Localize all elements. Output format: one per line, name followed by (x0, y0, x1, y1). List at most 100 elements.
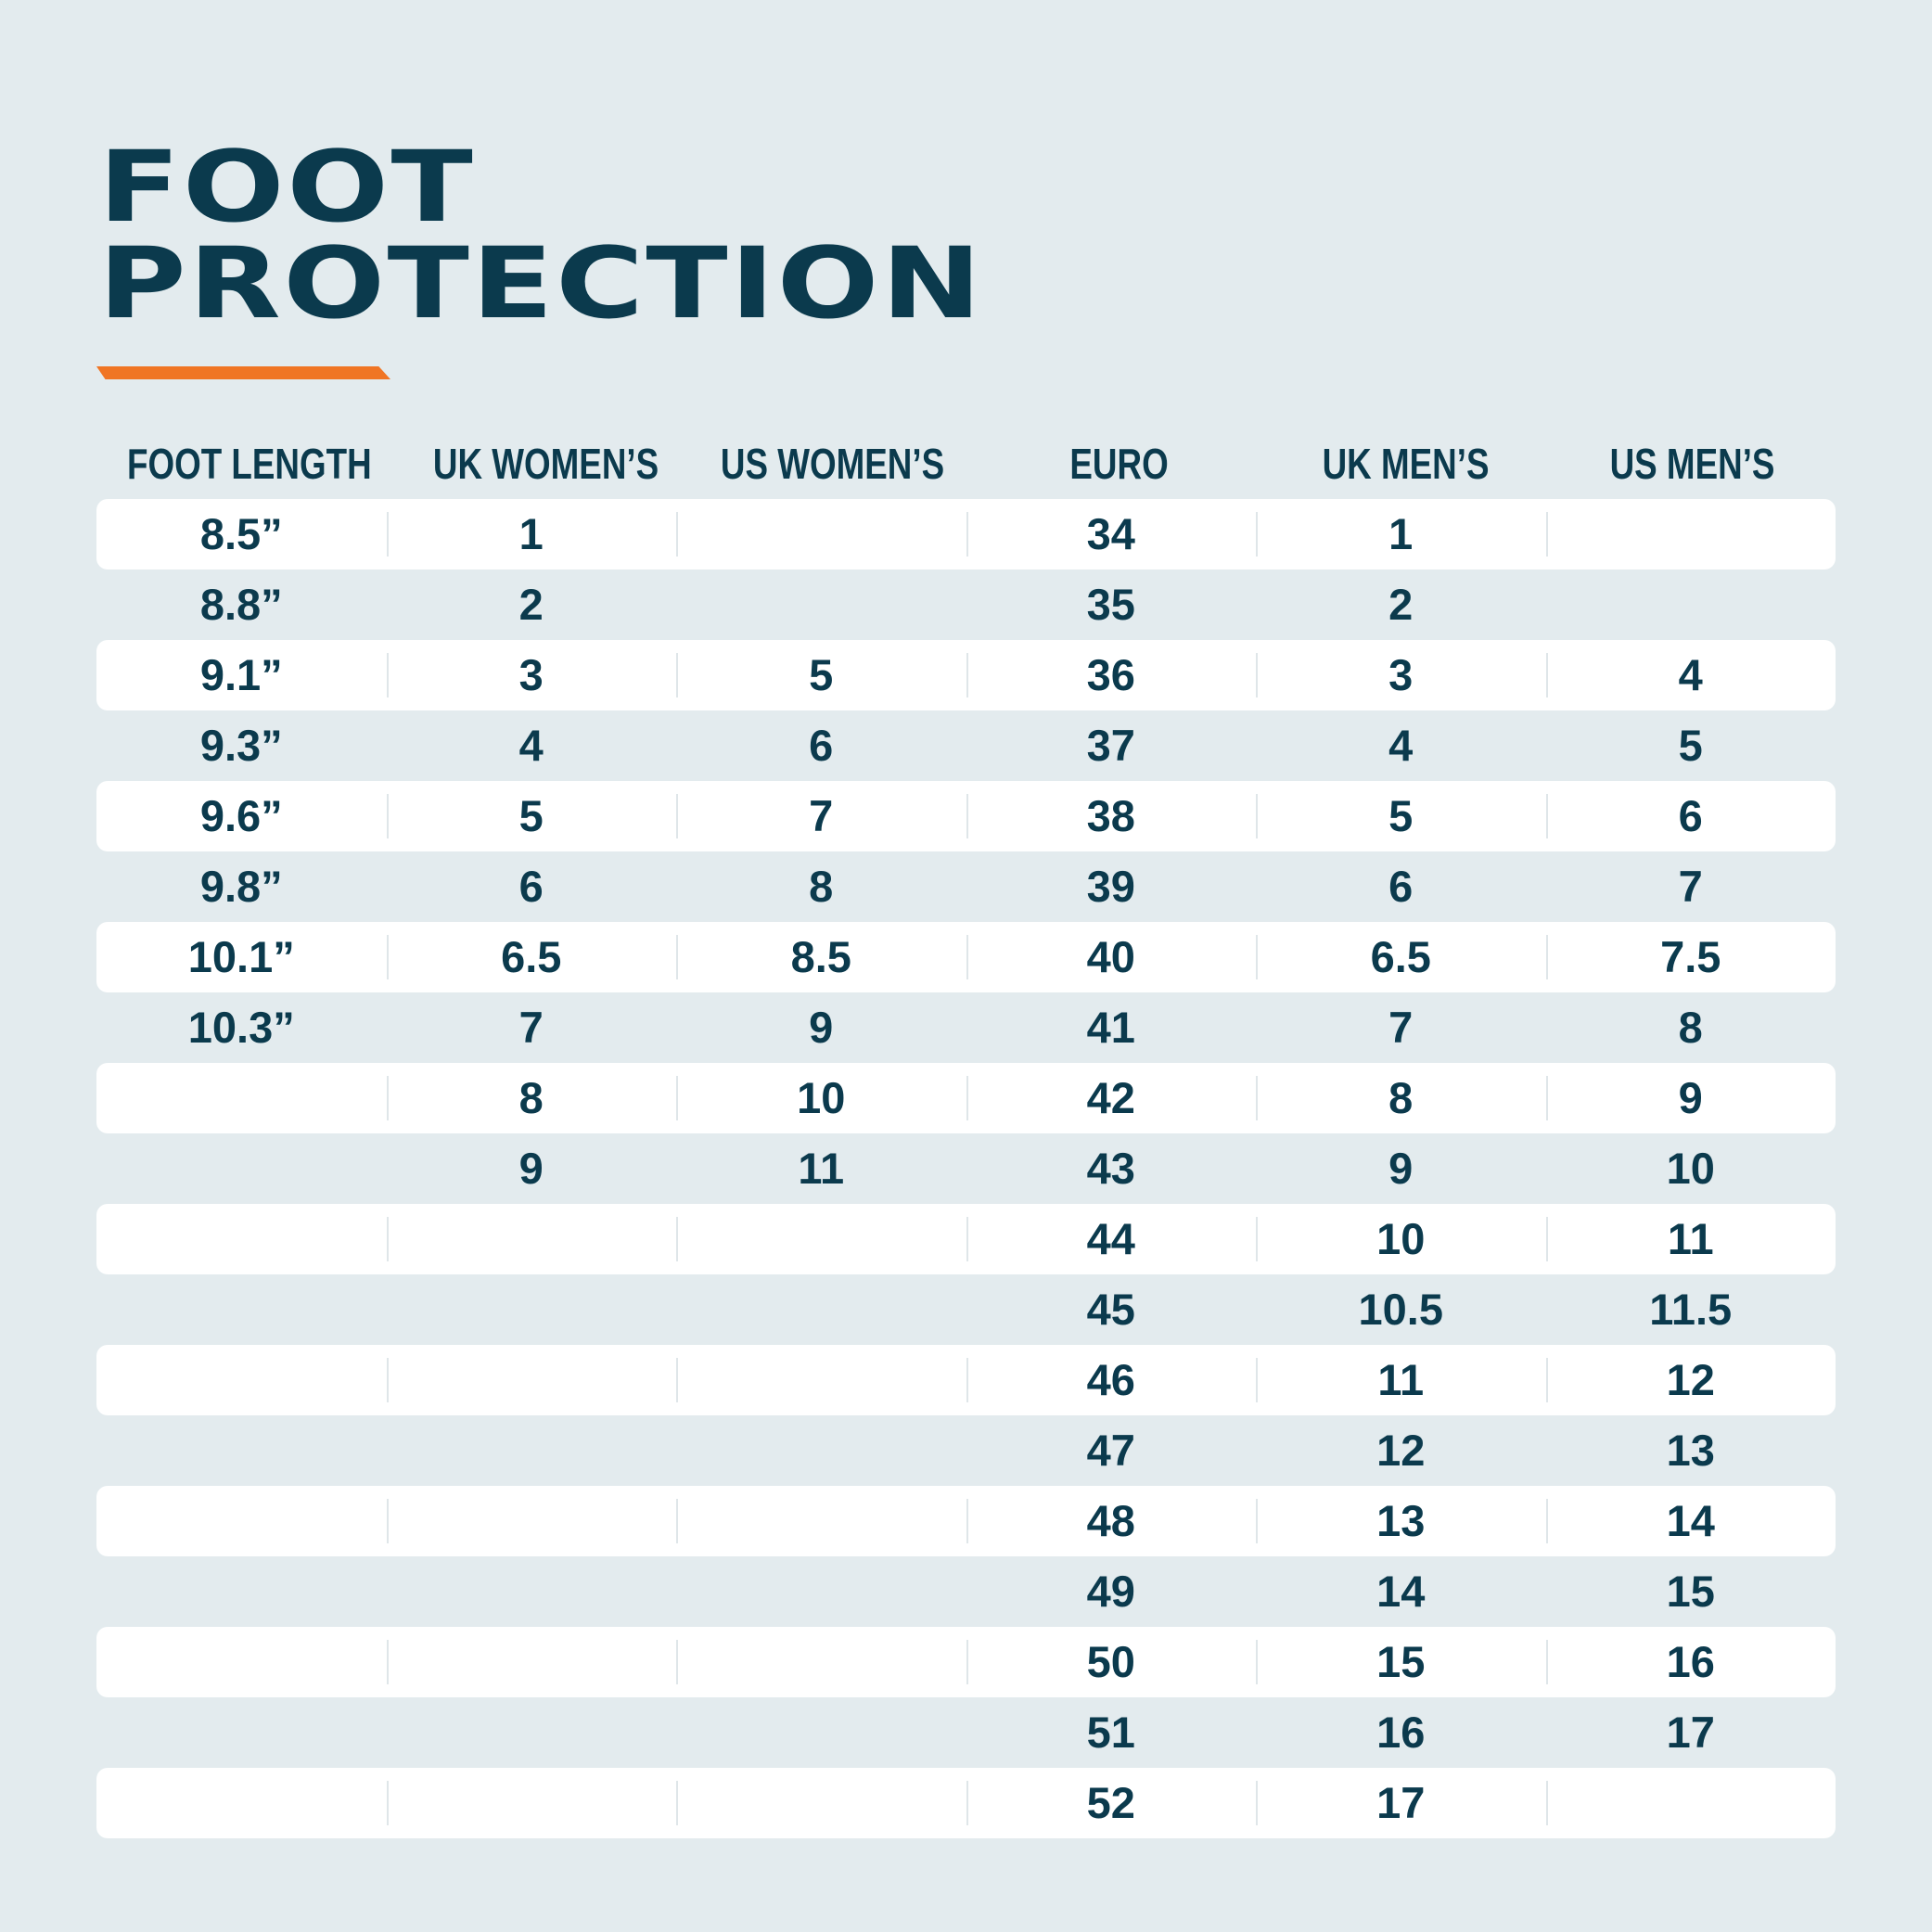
size-chart-table: FOOT LENGTH UK WOMEN’S US WOMEN’S EURO U… (96, 429, 1836, 1838)
cell-uk-mens: 6 (1388, 862, 1414, 911)
cell-us-mens (1545, 1768, 1836, 1838)
cell-foot-length (96, 1697, 387, 1768)
cell-us-womens (676, 1627, 966, 1697)
cell-us-womens (676, 1345, 966, 1415)
cell-uk-mens: 14 (1376, 1567, 1426, 1616)
cell-us-mens: 9 (1545, 1063, 1836, 1133)
cell-us-mens: 12 (1545, 1345, 1836, 1415)
table-row: 8.8” 2 35 2 (96, 569, 1836, 640)
title-line-2: PROTECTION (98, 226, 984, 340)
cell-uk-mens: 7 (1388, 1003, 1414, 1052)
table-row: 9.1” 3 5 36 3 4 (96, 640, 1836, 710)
cell-uk-mens: 12 (1376, 1426, 1426, 1475)
cell-uk-mens: 4 (1388, 721, 1414, 770)
cell-euro: 50 (966, 1627, 1257, 1697)
cell-us-womens: 8.5 (676, 922, 966, 992)
cell-foot-length (96, 1627, 387, 1697)
cell-euro: 39 (1086, 862, 1135, 911)
cell-uk-womens (387, 1415, 677, 1486)
cell-uk-mens: 9 (1388, 1144, 1414, 1193)
cell-euro: 41 (1086, 1003, 1135, 1052)
cell-euro: 36 (966, 640, 1257, 710)
table-header: FOOT LENGTH UK WOMEN’S US WOMEN’S EURO U… (96, 429, 1836, 499)
cell-foot-length: 10.3” (187, 1003, 295, 1052)
title-accent-bar (96, 366, 390, 379)
cell-foot-length: 9.3” (199, 721, 283, 770)
cell-uk-mens: 11 (1256, 1345, 1546, 1415)
cell-uk-mens: 6.5 (1256, 922, 1546, 992)
cell-us-mens: 7 (1678, 862, 1703, 911)
title-line-1: FOOT (98, 130, 476, 244)
cell-euro: 34 (966, 499, 1257, 569)
cell-us-mens: 11.5 (1649, 1285, 1733, 1334)
cell-euro: 43 (1086, 1144, 1135, 1193)
cell-uk-womens: 3 (386, 640, 677, 710)
cell-euro: 37 (1086, 721, 1135, 770)
cell-euro: 35 (1086, 580, 1135, 629)
cell-uk-mens: 2 (1388, 580, 1414, 629)
table-row: 8 10 42 8 9 (96, 1063, 1836, 1133)
cell-us-womens: 11 (798, 1144, 845, 1193)
cell-euro: 44 (966, 1204, 1257, 1274)
table-row: 10.1” 6.5 8.5 40 6.5 7.5 (96, 922, 1836, 992)
cell-uk-mens: 16 (1376, 1708, 1426, 1757)
cell-uk-womens (387, 1556, 677, 1627)
cell-foot-length (96, 1486, 387, 1556)
cell-foot-length: 8.5” (199, 509, 283, 558)
cell-us-womens (676, 1486, 966, 1556)
table-row: 52 17 (96, 1768, 1836, 1838)
cell-uk-mens: 10 (1256, 1204, 1546, 1274)
cell-foot-length: 10.1” (187, 932, 295, 981)
cell-foot-length: 9.1” (199, 650, 283, 699)
column-header-us-mens: US MEN’S (1609, 440, 1775, 488)
cell-us-womens (676, 1274, 966, 1345)
cell-foot-length (96, 1133, 387, 1204)
cell-us-womens: 5 (676, 640, 966, 710)
cell-us-womens (676, 1556, 966, 1627)
cell-euro: 38 (966, 781, 1257, 851)
cell-uk-womens: 5 (386, 781, 677, 851)
table-body: 8.5” 1 34 1 8.8” 2 35 2 9.1” 3 5 36 3 4 9.3” 4 6 37 4 5 9.6”… (96, 499, 1836, 1838)
cell-us-mens: 8 (1678, 1003, 1703, 1052)
cell-uk-womens (387, 1274, 677, 1345)
cell-us-mens: 5 (1678, 721, 1703, 770)
cell-uk-womens: 6 (518, 862, 544, 911)
cell-us-mens: 6 (1545, 781, 1836, 851)
cell-foot-length (96, 1768, 387, 1838)
table-row: 46 11 12 (96, 1345, 1836, 1415)
cell-us-womens (676, 1768, 966, 1838)
cell-uk-mens: 15 (1256, 1627, 1546, 1697)
cell-foot-length (96, 1063, 387, 1133)
cell-us-womens: 6 (809, 721, 834, 770)
cell-us-mens: 7.5 (1545, 922, 1836, 992)
cell-euro: 40 (966, 922, 1257, 992)
cell-uk-womens (386, 1204, 677, 1274)
table-row: 44 10 11 (96, 1204, 1836, 1274)
cell-uk-womens: 4 (518, 721, 544, 770)
cell-foot-length (96, 1274, 387, 1345)
table-row: 9.3” 4 6 37 4 5 (96, 710, 1836, 781)
cell-uk-womens (386, 1627, 677, 1697)
cell-us-mens (1546, 569, 1836, 640)
cell-euro: 45 (1086, 1285, 1135, 1334)
cell-uk-mens: 10.5 (1358, 1285, 1443, 1334)
column-header-uk-womens: UK WOMEN’S (432, 440, 659, 488)
cell-foot-length: 9.6” (199, 791, 283, 840)
column-header-euro: EURO (1069, 440, 1169, 488)
table-row: 9.6” 5 7 38 5 6 (96, 781, 1836, 851)
cell-uk-womens: 9 (518, 1144, 544, 1193)
table-row: 47 12 13 (96, 1415, 1836, 1486)
cell-euro: 46 (966, 1345, 1257, 1415)
cell-foot-length (96, 1204, 387, 1274)
cell-foot-length: 9.8” (199, 862, 283, 911)
cell-us-mens: 11 (1545, 1204, 1836, 1274)
cell-uk-womens: 7 (518, 1003, 544, 1052)
column-header-foot-length: FOOT LENGTH (126, 440, 372, 488)
cell-uk-womens (386, 1486, 677, 1556)
cell-foot-length: 8.8” (199, 580, 283, 629)
cell-euro: 48 (966, 1486, 1257, 1556)
cell-foot-length (96, 1415, 387, 1486)
cell-uk-mens: 1 (1256, 499, 1546, 569)
cell-euro: 47 (1086, 1426, 1135, 1475)
cell-us-womens (676, 1697, 966, 1768)
